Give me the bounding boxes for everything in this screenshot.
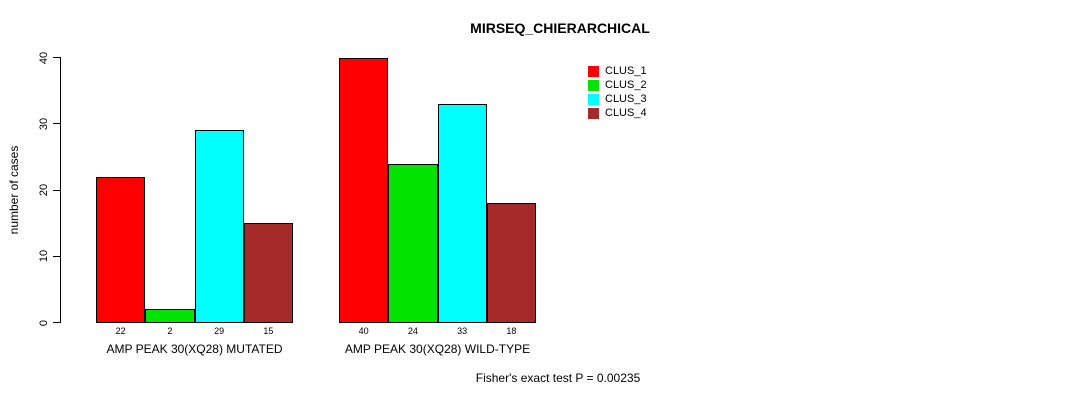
- annotation-fisher-test: Fisher's exact test P = 0.00235: [475, 371, 641, 385]
- legend-item-clus_2: CLUS_2: [588, 78, 647, 92]
- y-tick-mark: [53, 322, 60, 323]
- legend-item-clus_1: CLUS_1: [588, 64, 647, 78]
- y-tick-label: 30: [38, 117, 50, 130]
- legend-swatch-icon: [588, 107, 599, 119]
- bar-clus_4-group1: [243, 223, 293, 323]
- legend-swatch-icon: [588, 79, 599, 91]
- bar-clus_2-group2: [388, 163, 438, 323]
- x-category-label: AMP PEAK 30(XQ28) MUTATED: [106, 342, 283, 356]
- y-tick-label: 10: [38, 250, 50, 263]
- legend-label: CLUS_1: [605, 65, 647, 77]
- legend: CLUS_1 CLUS_2 CLUS_3 CLUS_4: [588, 64, 647, 120]
- legend-swatch-icon: [588, 93, 599, 105]
- bar-value-label: 22: [115, 326, 126, 336]
- chart-title: MIRSEQ_CHIERARCHICAL: [470, 20, 650, 36]
- bar-value-label: 18: [506, 326, 517, 336]
- bar-value-label: 2: [167, 326, 173, 336]
- bar-clus_1-group1: [96, 176, 146, 323]
- legend-swatch-icon: [588, 65, 599, 77]
- x-category-label: AMP PEAK 30(XQ28) WILD-TYPE: [344, 342, 531, 356]
- y-tick-mark: [53, 255, 60, 257]
- legend-item-clus_3: CLUS_3: [588, 92, 647, 106]
- bar-clus_2-group1: [145, 309, 195, 323]
- y-tick-label: 0: [38, 319, 50, 326]
- bar-clus_3-group1: [194, 130, 244, 323]
- y-tick-label: 40: [38, 51, 50, 64]
- bar-clus_4-group2: [486, 203, 536, 323]
- bar-value-label: 15: [263, 326, 274, 336]
- y-tick-mark: [53, 57, 60, 58]
- bar-value-label: 24: [407, 326, 418, 336]
- legend-label: CLUS_4: [605, 107, 647, 119]
- y-axis-line: [60, 57, 61, 323]
- y-tick-label: 20: [38, 183, 50, 197]
- legend-label: CLUS_2: [605, 79, 647, 91]
- y-tick-mark: [53, 189, 60, 191]
- bar-clus_1-group2: [339, 57, 389, 323]
- bar-value-label: 40: [358, 326, 369, 336]
- bar-clus_3-group2: [437, 103, 487, 323]
- bar-value-label: 33: [457, 326, 468, 336]
- y-tick-mark: [53, 123, 60, 125]
- bar-value-label: 29: [214, 326, 225, 336]
- y-axis-label: number of cases: [7, 145, 21, 235]
- legend-item-clus_4: CLUS_4: [588, 106, 647, 120]
- legend-label: CLUS_3: [605, 93, 647, 105]
